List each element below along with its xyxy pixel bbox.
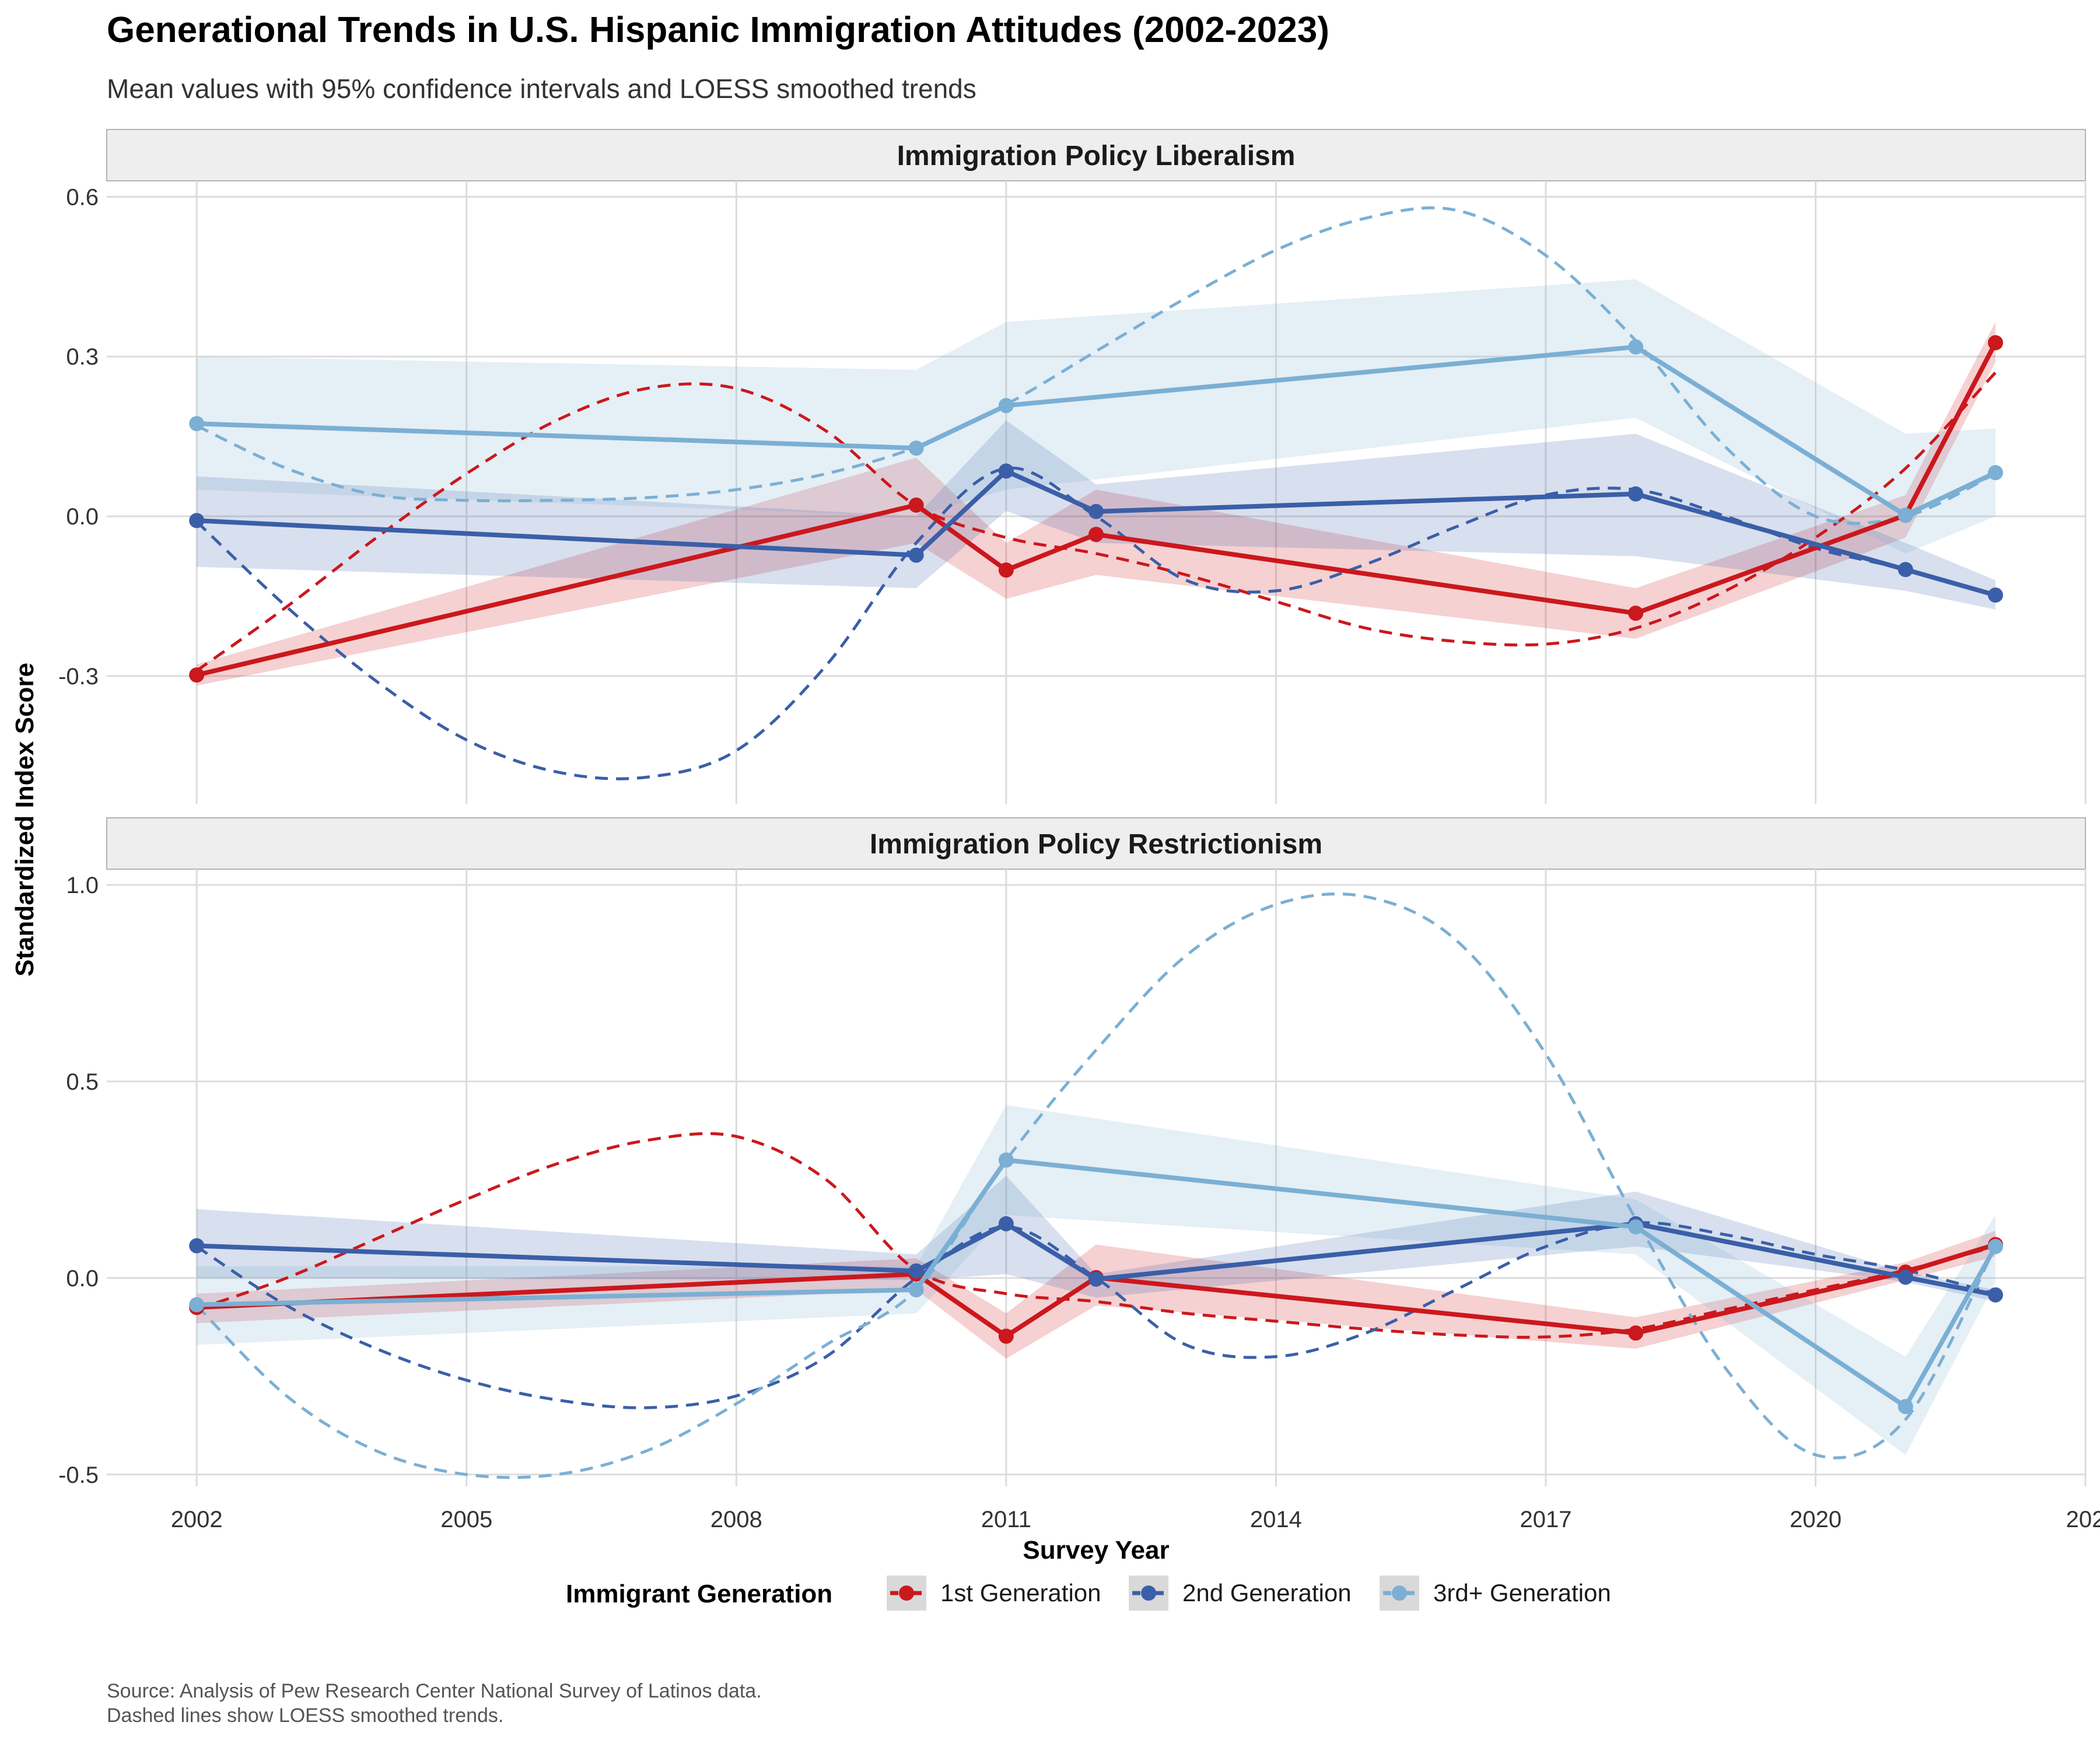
data-point-2nd-generation [1628, 486, 1644, 502]
legend-label: 2nd Generation [1182, 1579, 1352, 1606]
data-point-2nd-generation [1987, 587, 2003, 603]
y-tick-label: -0.5 [58, 1462, 99, 1488]
legend: Immigrant Generation 1st Generation 2nd Ge… [566, 1576, 1611, 1611]
data-point-1st-generation [1987, 335, 2003, 351]
data-point-2nd-generation [908, 1263, 924, 1279]
x-axis-title: Survey Year [1023, 1536, 1169, 1564]
data-point-1st-generation [1628, 606, 1644, 621]
x-tick-label: 2011 [981, 1507, 1031, 1532]
legend-title: Immigrant Generation [566, 1580, 832, 1608]
data-point-2nd-generation [1898, 562, 1913, 578]
data-point-1st-generation [998, 562, 1014, 578]
facet-strip [106, 817, 2086, 870]
data-point-3rd-generation [998, 1152, 1014, 1168]
y-tick-label: 0.5 [66, 1069, 99, 1095]
data-point-1st-generation [998, 1328, 1014, 1344]
legend-key-point [899, 1586, 914, 1601]
loess-trend-1st-generation [195, 371, 1997, 672]
data-point-3rd-generation [908, 1282, 924, 1298]
y-tick-label: 0.6 [66, 184, 99, 210]
chart-subtitle: Mean values with 95% confidence interval… [107, 74, 977, 104]
panel-immigration-policy-restrictionism: Immigration Policy Restrictionism -0.5 0.0… [58, 817, 2087, 1488]
caption-line-1: Source: Analysis of Pew Research Center … [107, 1680, 762, 1702]
mean-line-3rd-generation [197, 344, 1997, 518]
data-point-3rd-generation [1987, 465, 2003, 481]
ci-ribbon-1st-generation [197, 321, 1996, 686]
data-point-2nd-generation [189, 513, 205, 528]
loess-trend-1st-generation [196, 1132, 1996, 1339]
caption-line-2: Dashed lines show LOESS smoothed trends. [107, 1704, 503, 1727]
data-point-2nd-generation [1987, 1287, 2003, 1303]
chart-title: Generational Trends in U.S. Hispanic Imm… [107, 10, 1329, 50]
data-point-1st-generation [908, 497, 924, 513]
data-point-2nd-generation [998, 1216, 1014, 1231]
ci-ribbon-2nd-generation [197, 1175, 1996, 1302]
facet-strip [106, 129, 2086, 181]
y-tick-label: 0.0 [66, 1266, 99, 1292]
data-point-3rd-generation [1898, 1399, 1913, 1415]
loess-trend-3rd-generation [195, 892, 1997, 1479]
y-tick-label: -0.3 [58, 664, 99, 690]
x-tick-label: 2017 [1520, 1507, 1572, 1532]
data-point-3rd-generation [1628, 339, 1644, 355]
x-tick-label: 2002 [171, 1507, 223, 1532]
data-point-1st-generation [189, 667, 205, 683]
x-tick-label: 202 [2066, 1507, 2100, 1532]
data-point-2nd-generation [1088, 1271, 1104, 1287]
data-point-2nd-generation [1898, 1269, 1913, 1285]
data-point-2nd-generation [908, 547, 924, 563]
loess-trend-2nd-generation [195, 466, 1996, 780]
y-tick-label: 1.0 [66, 873, 99, 898]
facet-strip-label: Immigration Policy Liberalism [897, 141, 1296, 172]
loess-trend-3rd-generation [196, 206, 1996, 525]
legend-key-point [1141, 1586, 1156, 1601]
legend-entry-2nd-generation: 2nd Generation [1129, 1576, 1352, 1611]
data-point-1st-generation [1628, 1325, 1644, 1341]
legend-key-point [1392, 1586, 1407, 1601]
facet-strip-label: Immigration Policy Restrictionism [870, 829, 1322, 860]
legend-entry-3rd-generation: 3rd+ Generation [1380, 1576, 1611, 1611]
ci-ribbon-3rd-generation [197, 279, 1996, 554]
x-axis: 2002 2005 2008 2011 2014 2017 2020 202 [171, 1507, 2100, 1532]
legend-label: 1st Generation [940, 1579, 1101, 1606]
ci-ribbon-3rd-generation [197, 1105, 1996, 1455]
facet-panels: Immigration Policy Liberalism -0.3 0.0 0.3 0… [58, 129, 2087, 1488]
data-point-3rd-generation [998, 398, 1014, 414]
data-point-1st-generation [1088, 527, 1104, 542]
mean-line-3rd-generation [197, 1157, 1998, 1409]
data-point-2nd-generation [189, 1238, 205, 1254]
gridlines [107, 869, 2087, 1486]
data-point-3rd-generation [1987, 1238, 2003, 1254]
y-tick-label: 0.0 [66, 504, 99, 530]
ci-ribbon-1st-generation [197, 1230, 1996, 1359]
data-point-3rd-generation [1898, 508, 1913, 523]
x-tick-label: 2005 [440, 1507, 492, 1532]
data-point-3rd-generation [1628, 1219, 1644, 1235]
legend-entry-1st-generation: 1st Generation [887, 1576, 1101, 1611]
data-point-3rd-generation [189, 416, 205, 432]
data-point-2nd-generation [998, 463, 1014, 479]
data-point-3rd-generation [908, 440, 924, 456]
x-tick-label: 2008 [710, 1507, 762, 1532]
data-point-2nd-generation [1088, 503, 1104, 519]
y-tick-label: 0.3 [66, 344, 99, 370]
legend-label: 3rd+ Generation [1433, 1579, 1611, 1606]
y-axis-title: Standardized Index Score [10, 663, 39, 977]
x-tick-label: 2014 [1250, 1507, 1302, 1532]
panel-immigration-policy-liberalism: Immigration Policy Liberalism -0.3 0.0 0.3 0… [58, 129, 2087, 804]
data-point-3rd-generation [189, 1297, 205, 1312]
x-tick-label: 2020 [1790, 1507, 1842, 1532]
